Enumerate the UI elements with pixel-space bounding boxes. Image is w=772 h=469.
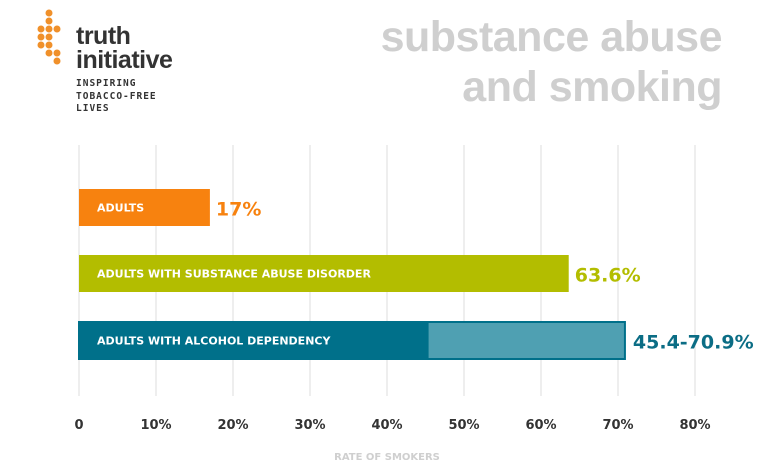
bar	[79, 255, 569, 292]
bar-category-label: ADULTS WITH SUBSTANCE ABUSE DISORDER	[97, 268, 371, 281]
x-tick-label: 30%	[294, 418, 325, 433]
bar	[79, 189, 210, 226]
truth-initiative-logo: truth initiative INSPIRING TOBACCO-FREE …	[34, 8, 214, 118]
x-tick-label: 40%	[371, 418, 402, 433]
value-label: 17%	[216, 199, 261, 221]
x-tick-label: 70%	[602, 418, 633, 433]
x-tick-label: 10%	[140, 418, 171, 433]
logo-dots-icon	[37, 9, 61, 65]
bar-category-label: ADULTS WITH ALCOHOL DEPENDENCY	[97, 335, 331, 348]
x-tick-label: 80%	[679, 418, 710, 433]
tagline-3: LIVES	[76, 103, 110, 114]
page-title: substance abuse and smoking	[380, 12, 723, 112]
tagline-1: INSPIRING	[76, 78, 137, 89]
title-line-2: and smoking	[462, 63, 722, 111]
tagline-2: TOBACCO-FREE	[76, 91, 157, 102]
value-label: 63.6%	[575, 265, 641, 287]
x-tick-label: 20%	[217, 418, 248, 433]
x-tick-label: 60%	[525, 418, 556, 433]
logo-word-truth: truth	[76, 22, 131, 50]
x-axis-label: RATE OF SMOKERS	[334, 452, 440, 463]
bar	[79, 322, 429, 359]
bar-category-label: ADULTS	[97, 202, 144, 215]
logo-word-initiative: initiative	[76, 46, 173, 74]
title-line-1: substance abuse	[380, 13, 723, 61]
x-tick-label: 50%	[448, 418, 479, 433]
value-label: 45.4-70.9%	[633, 332, 754, 354]
x-tick-label: 0	[74, 418, 83, 433]
